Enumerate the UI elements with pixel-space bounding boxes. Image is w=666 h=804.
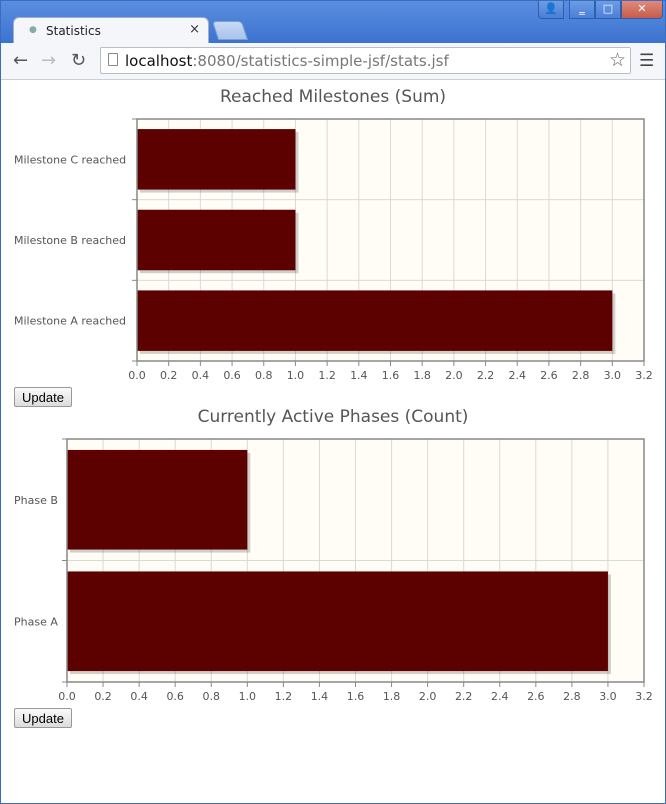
close-window-button[interactable]: ✕ — [621, 1, 663, 19]
x-tick-label: 2.2 — [455, 690, 473, 703]
page-icon — [108, 53, 118, 66]
url-host: localhost — [125, 52, 193, 70]
x-tick-label: 0.6 — [166, 690, 184, 703]
chart-milestones: 0.0 0.2 0.4 0.6 0.8 1.0 1.2 1.4 1.6 1.8 2.0 2.2 2.4 2… — [14, 118, 653, 382]
x-tick-label: 3.2 — [635, 369, 653, 382]
category-label: Milestone C reached — [14, 153, 126, 166]
x-tick-label: 2.8 — [572, 369, 590, 382]
hamburger-menu-icon[interactable]: ☰ — [639, 51, 655, 71]
category-label: Phase B — [14, 494, 58, 507]
x-tick-label: 2.4 — [509, 369, 527, 382]
x-tick-label: 0.4 — [130, 690, 148, 703]
x-tick-label: 0.8 — [203, 690, 221, 703]
bar-milestones-2[interactable] — [137, 290, 613, 351]
title-bar: ● Statistics × 👤 ‗ □ ✕ — [1, 1, 665, 45]
page-content: Reached Milestones (Sum) 0.0 0.2 0.4 0.6 0.8… — [1, 80, 665, 803]
x-tick-label: 2.6 — [527, 690, 545, 703]
x-tick-label: 0.0 — [128, 369, 146, 382]
x-tick-label: 1.2 — [318, 369, 336, 382]
chart-title-phases: Currently Active Phases (Count) — [197, 407, 469, 427]
forward-arrow-icon[interactable]: → — [41, 50, 57, 71]
x-tick-label: 2.4 — [491, 690, 509, 703]
reload-icon[interactable]: ↻ — [71, 50, 87, 71]
category-label: Phase A — [14, 615, 58, 628]
x-tick-label: 2.2 — [477, 369, 495, 382]
category-label: Milestone A reached — [14, 315, 126, 328]
x-tick-label: 0.2 — [94, 690, 112, 703]
bar-phases-0[interactable] — [67, 449, 248, 550]
back-arrow-icon[interactable]: ← — [13, 50, 29, 71]
tab-close-icon[interactable]: × — [189, 22, 200, 37]
x-tick-label: 3.0 — [599, 690, 617, 703]
maximize-button[interactable]: □ — [595, 1, 621, 19]
x-tick-label: 1.0 — [287, 369, 305, 382]
tab-title: Statistics — [46, 24, 101, 38]
x-tick-label: 1.8 — [383, 690, 401, 703]
address-bar[interactable]: localhost:8080/statistics-simple-jsf/sta… — [100, 47, 631, 74]
new-tab-button[interactable] — [211, 21, 249, 40]
update-button-milestones[interactable]: Update — [14, 387, 72, 407]
browser-toolbar: ← → ↻ localhost:8080/statistics-simple-j… — [1, 43, 665, 80]
favicon-icon: ● — [29, 25, 37, 35]
x-tick-label: 0.2 — [160, 369, 178, 382]
category-label: Milestone B reached — [14, 234, 126, 247]
x-tick-label: 1.4 — [311, 690, 329, 703]
x-tick-label: 1.0 — [239, 690, 257, 703]
chart-phases: 0.0 0.2 0.4 0.6 0.8 1.0 1.2 1.4 1.6 1.8 2.0 2.2 2.4 2… — [14, 438, 653, 703]
update-button-phases[interactable]: Update — [14, 708, 72, 728]
x-tick-label: 1.4 — [350, 369, 368, 382]
x-tick-label: 2.6 — [540, 369, 558, 382]
bar-phases-1[interactable] — [67, 571, 608, 672]
x-tick-label: 1.2 — [275, 690, 293, 703]
x-tick-label: 1.6 — [382, 369, 400, 382]
x-tick-label: 1.8 — [413, 369, 431, 382]
x-tick-label: 1.6 — [347, 690, 365, 703]
star-icon[interactable]: ☆ — [608, 49, 626, 71]
user-profile-icon[interactable]: 👤 — [538, 1, 564, 19]
bar-milestones-1[interactable] — [137, 209, 296, 271]
url-text[interactable]: localhost:8080/statistics-simple-jsf/sta… — [125, 52, 449, 70]
x-tick-label: 2.8 — [563, 690, 581, 703]
plot-frame — [66, 438, 645, 683]
chart-title-milestones: Reached Milestones (Sum) — [219, 87, 447, 107]
x-tick-label: 0.6 — [223, 369, 241, 382]
tab-statistics[interactable]: ● Statistics × — [13, 17, 209, 45]
x-tick-label: 0.8 — [255, 369, 273, 382]
x-tick-label: 2.0 — [419, 690, 437, 703]
minimize-button[interactable]: ‗ — [569, 1, 595, 19]
x-tick-label: 0.4 — [192, 369, 210, 382]
url-path: :8080/statistics-simple-jsf/stats.jsf — [192, 52, 449, 70]
x-tick-label: 0.0 — [58, 690, 76, 703]
bar-milestones-0[interactable] — [137, 129, 296, 190]
x-tick-label: 3.0 — [604, 369, 622, 382]
x-tick-label: 2.0 — [445, 369, 463, 382]
x-tick-label: 3.2 — [635, 690, 653, 703]
plot-frame — [136, 118, 645, 362]
